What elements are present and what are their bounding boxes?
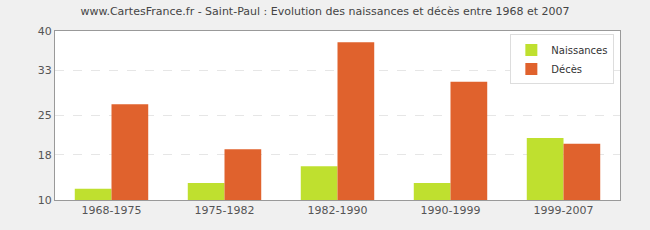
svg-text:40: 40 [38, 25, 52, 38]
svg-text:33: 33 [38, 64, 52, 77]
svg-text:www.CartesFrance.fr - Saint-Pa: www.CartesFrance.fr - Saint-Paul : Evolu… [80, 5, 569, 18]
svg-text:1968-1975: 1968-1975 [82, 204, 142, 217]
svg-text:Décès: Décès [551, 64, 582, 75]
svg-text:1990-1999: 1990-1999 [421, 204, 481, 217]
svg-text:1999-2007: 1999-2007 [534, 204, 594, 217]
svg-text:18: 18 [38, 149, 52, 162]
svg-text:25: 25 [38, 109, 52, 122]
svg-text:1975-1982: 1975-1982 [195, 204, 255, 217]
svg-text:1982-1990: 1982-1990 [308, 204, 368, 217]
svg-text:Naissances: Naissances [551, 45, 607, 56]
svg-text:10: 10 [38, 194, 52, 207]
